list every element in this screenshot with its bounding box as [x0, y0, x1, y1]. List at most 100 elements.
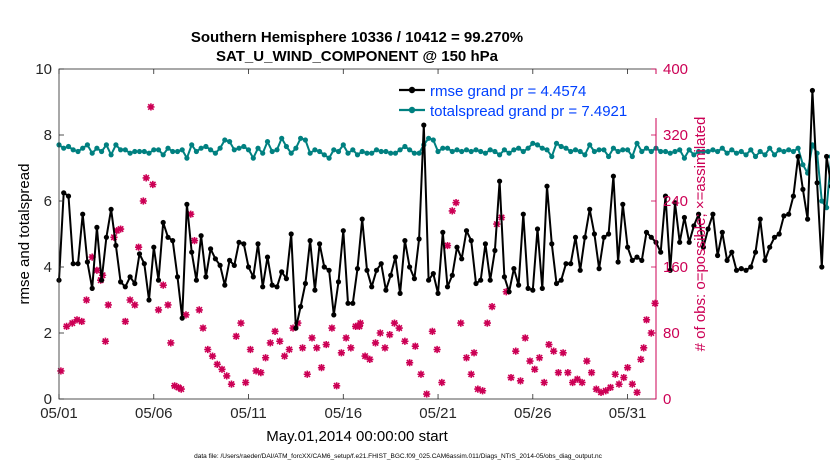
- y2-tick-label: 160: [663, 259, 688, 276]
- rmse-point: [65, 193, 72, 199]
- legend-rmse-marker: [408, 86, 416, 94]
- spread-point: [426, 135, 432, 141]
- obs-point: [252, 367, 260, 375]
- rmse-point: [482, 241, 488, 247]
- rmse-point: [260, 284, 266, 290]
- rmse-point: [407, 264, 413, 270]
- obs-point: [190, 237, 199, 245]
- spread-point: [733, 150, 740, 156]
- obs-point: [366, 355, 374, 363]
- rmse-point: [568, 261, 574, 267]
- spread-point: [103, 142, 109, 148]
- spread-point: [710, 147, 716, 153]
- obs-point: [68, 319, 76, 327]
- spread-point: [563, 145, 569, 151]
- rmse-point: [511, 266, 517, 272]
- rmse-point: [326, 267, 332, 273]
- obs-point: [628, 380, 636, 388]
- spread-point: [487, 147, 493, 153]
- spread-point: [658, 148, 664, 155]
- legend-box: [390, 74, 658, 118]
- obs-point: [615, 380, 623, 388]
- rmse-point: [203, 274, 209, 280]
- spread-point: [373, 147, 380, 153]
- spread-point: [582, 152, 588, 158]
- spread-point: [99, 148, 105, 155]
- obs-point: [171, 382, 179, 390]
- obs-point: [232, 332, 240, 340]
- obs-point: [423, 390, 431, 398]
- rmse-point: [582, 234, 588, 240]
- spread-point: [255, 145, 261, 151]
- spread-point: [70, 147, 76, 153]
- obs-point: [149, 180, 157, 189]
- obs-point: [57, 367, 65, 375]
- spread-point: [298, 135, 304, 141]
- obs-point: [139, 197, 147, 205]
- spread-point: [84, 142, 90, 148]
- spread-point: [530, 140, 536, 146]
- y2-tick-label: 0: [663, 391, 671, 408]
- axes: 0 2 4 6 8 10 0 80 160 240 320 400 05/01 05/06 05/11 05/…: [35, 61, 688, 422]
- spread-point: [383, 148, 389, 155]
- obs-point: [142, 174, 150, 182]
- obs-point: [246, 345, 255, 354]
- rmse-point: [767, 244, 773, 250]
- spread-point: [757, 148, 763, 155]
- obs-point: [386, 331, 394, 339]
- rmse-point: [468, 238, 474, 244]
- rmse-point: [61, 190, 67, 196]
- spread-point: [444, 145, 451, 151]
- obs-point: [356, 319, 364, 327]
- rmse-point: [501, 274, 507, 280]
- spread-point: [478, 148, 484, 155]
- obs-point: [93, 266, 101, 274]
- obs-point: [276, 337, 284, 345]
- spread-point: [715, 148, 721, 155]
- rmse-point: [686, 239, 692, 245]
- obs-point: [62, 322, 71, 330]
- rmse-point: [279, 269, 285, 275]
- obs-point: [470, 349, 478, 357]
- rmse-point: [705, 226, 711, 232]
- rmse-point: [596, 266, 602, 272]
- rmse-point: [544, 183, 550, 189]
- rmse-point: [307, 238, 313, 244]
- obs-point: [620, 373, 628, 382]
- rmse-point: [762, 257, 768, 263]
- obs-point: [261, 354, 270, 362]
- obs-point: [317, 364, 326, 372]
- spread-point: [672, 148, 678, 155]
- spread-point: [288, 150, 294, 156]
- rmse-point: [245, 264, 252, 270]
- spread-point: [89, 150, 95, 156]
- spread-point: [790, 148, 797, 155]
- obs-point: [462, 354, 471, 362]
- obs-point: [121, 317, 129, 326]
- spread-point: [335, 148, 342, 155]
- obs-point: [303, 370, 311, 378]
- y2-axis-label: # of obs: o=possible; ×=assimilated: [692, 117, 709, 352]
- spread-point: [402, 143, 408, 150]
- spread-point: [312, 147, 318, 153]
- spread-point: [752, 153, 759, 160]
- spread-point: [544, 147, 550, 153]
- spread-point: [340, 142, 346, 148]
- obs-point: [337, 349, 345, 357]
- obs-point: [545, 340, 553, 349]
- spread-point: [463, 147, 470, 153]
- spread-point: [681, 155, 688, 161]
- obs-point: [406, 359, 414, 367]
- spread-point: [350, 147, 356, 153]
- rmse-point: [179, 315, 185, 321]
- rmse-point: [610, 173, 617, 179]
- spread-point: [146, 150, 152, 156]
- rmse-point: [151, 244, 157, 250]
- rmse-point: [227, 257, 233, 263]
- spread-point: [497, 152, 503, 158]
- rmse-point: [383, 287, 389, 293]
- obs-point: [285, 345, 293, 354]
- obs-point: [611, 370, 619, 378]
- obs-point: [390, 319, 399, 327]
- rmse-point: [208, 246, 214, 252]
